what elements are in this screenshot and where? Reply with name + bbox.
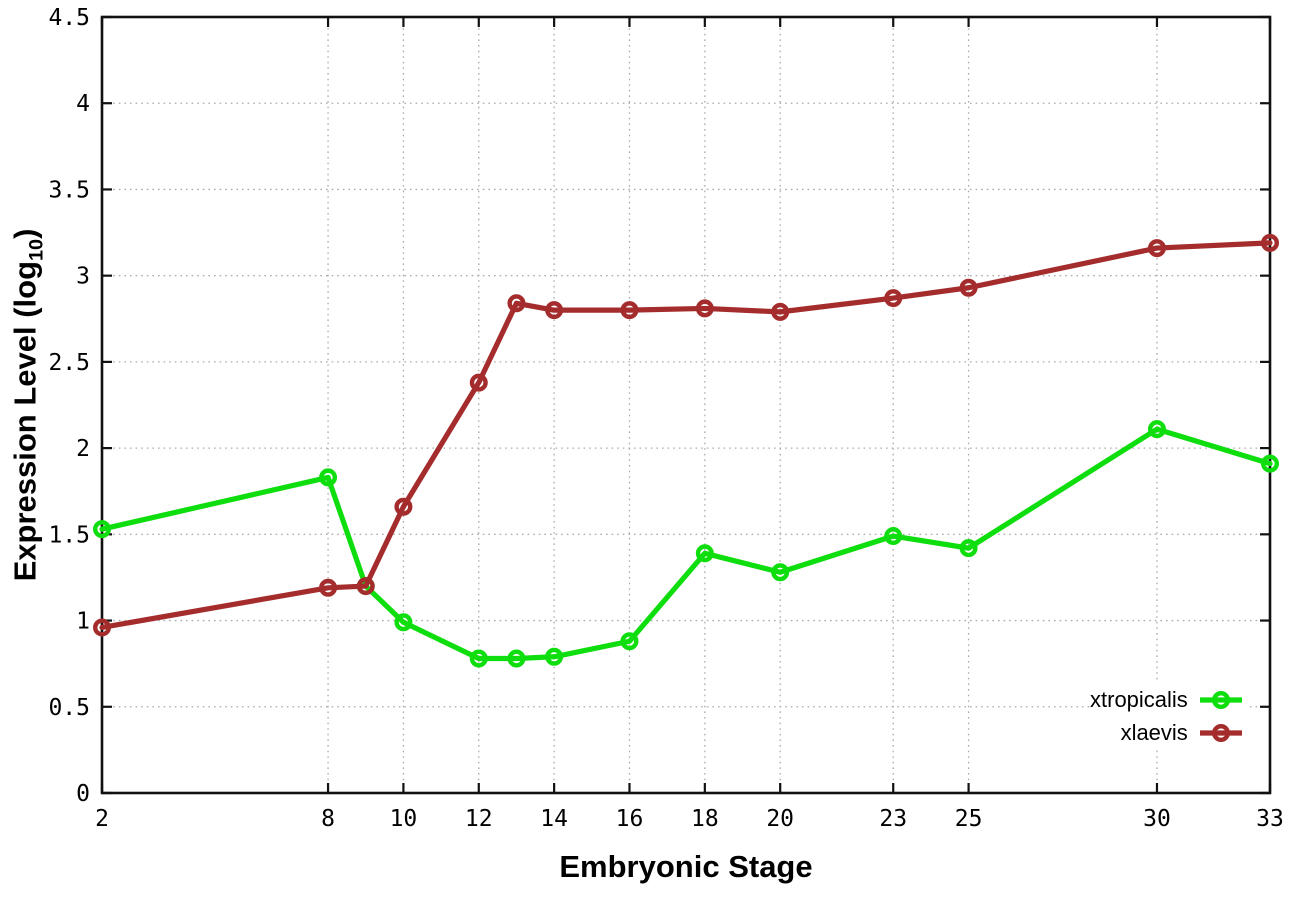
y-tick-label: 1 [76,609,90,635]
data-point-xlaevis [356,577,375,596]
data-point-xlaevis [884,289,903,308]
legend-item-xlaevis: xlaevis [1090,716,1244,749]
data-point-xtropicalis [1260,454,1279,473]
data-point-xlaevis [394,497,413,516]
x-tick-label: 2 [95,806,109,832]
x-tick-label: 12 [465,806,493,832]
data-point-xtropicalis [507,649,526,668]
data-point-xlaevis [1260,233,1279,252]
data-point-xlaevis [959,278,978,297]
x-tick-label: 30 [1143,806,1171,832]
legend-label: xlaevis [1120,719,1188,745]
data-point-xlaevis [92,618,111,637]
x-tick-label: 23 [879,806,907,832]
legend: xtropicalis xlaevis [1090,683,1248,749]
data-point-xlaevis [469,373,488,392]
data-point-xtropicalis [620,632,639,651]
data-point-xtropicalis [1147,420,1166,439]
x-tick-label: 16 [616,806,644,832]
x-tick-label: 10 [390,806,418,832]
data-point-xtropicalis [92,520,111,539]
y-axis-title: Expression Level (log10) [7,229,48,582]
y-tick-label: 3 [76,264,90,290]
y-tick-label: 4 [76,91,90,117]
y-tick-label: 0 [76,781,90,807]
legend-sample-marker [1211,723,1230,742]
data-point-xlaevis [545,301,564,320]
x-tick-label: 20 [766,806,794,832]
data-point-xlaevis [507,294,526,313]
legend-item-xtropicalis: xtropicalis [1090,683,1244,716]
data-point-xtropicalis [469,649,488,668]
data-point-xtropicalis [959,539,978,558]
x-tick-label: 18 [691,806,719,832]
y-tick-label: 1.5 [48,522,90,548]
y-axis-title-suffix: ) [7,228,43,239]
data-point-xtropicalis [545,647,564,666]
x-tick-label: 25 [955,806,983,832]
y-tick-label: 4.5 [48,5,90,31]
data-point-xtropicalis [695,544,714,563]
legend-sample-marker [1211,690,1230,709]
y-axis-title-text: Expression Level (log [7,260,43,582]
series-line-xtropicalis [99,426,1273,662]
data-point-xlaevis [1147,239,1166,258]
x-tick-label: 8 [321,806,335,832]
data-point-xtropicalis [884,527,903,546]
plot-border [100,15,1272,795]
data-point-xtropicalis [394,613,413,632]
x-tick-label: 33 [1256,806,1284,832]
y-axis-title-subscript: 10 [25,238,48,261]
legend-label: xtropicalis [1090,686,1188,712]
y-tick-label: 0.5 [48,695,90,721]
series-line-xlaevis [99,240,1273,631]
x-axis-title: Embryonic Stage [559,849,813,884]
data-point-xlaevis [771,302,790,321]
legend-sample-xtropicalis [1199,690,1242,709]
y-tick-label: 2 [76,436,90,462]
data-point-xtropicalis [319,468,338,487]
data-point-xlaevis [319,578,338,597]
y-tick-label: 2.5 [48,350,90,376]
x-tick-label: 14 [540,806,568,832]
data-point-xlaevis [620,301,639,320]
y-tick-label: 3.5 [48,177,90,203]
data-point-xlaevis [695,299,714,318]
data-point-xtropicalis [771,563,790,582]
legend-sample-xlaevis [1199,723,1242,742]
